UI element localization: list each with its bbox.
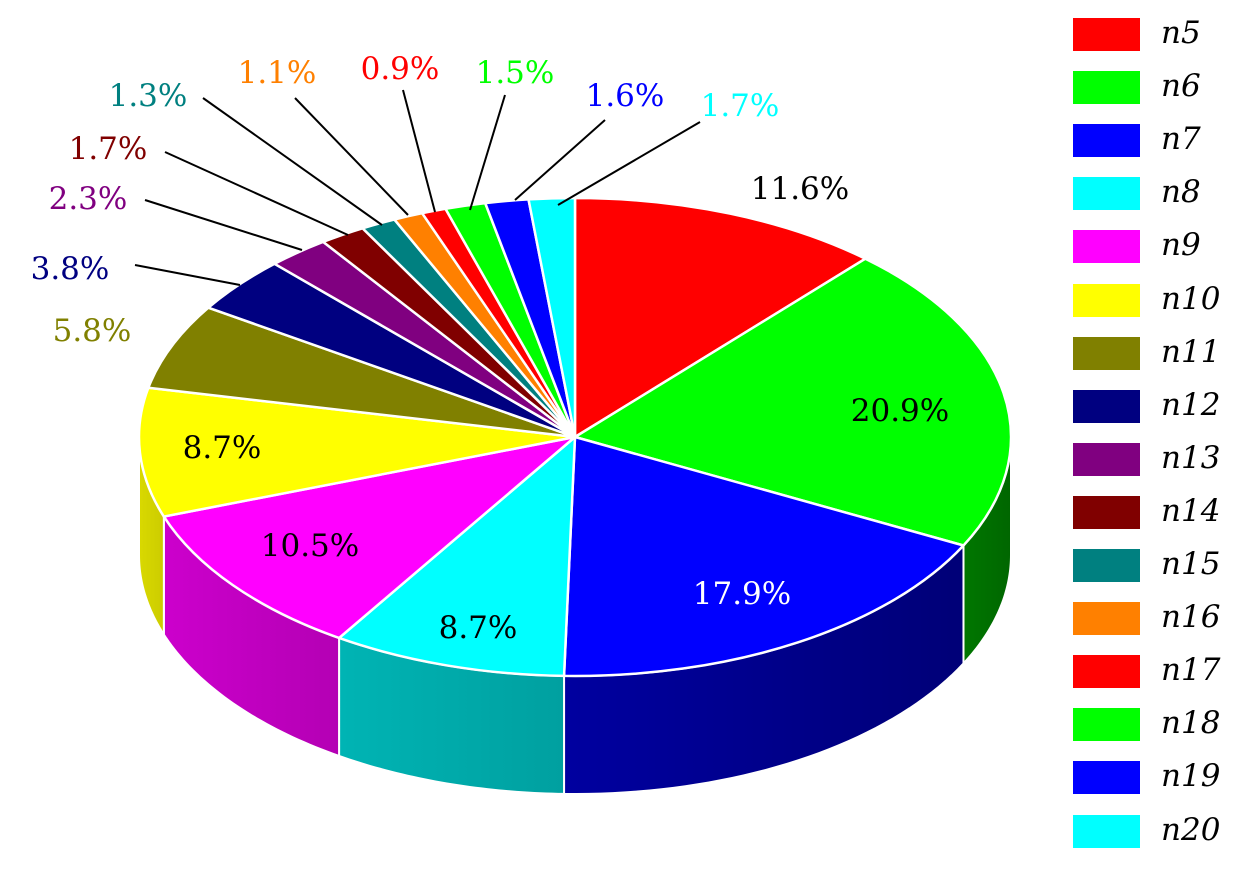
legend-item-n11: n11 (1073, 333, 1253, 370)
legend-item-n14: n14 (1073, 492, 1253, 529)
pie-chart: 11.6% 20.9% 17.9% 8.7% 10.5% 8.7% 5.8% 3.8% 2.3%… (31, 51, 1013, 795)
data-label-n5: 11.6% (751, 171, 849, 207)
legend-swatch (1073, 708, 1140, 742)
data-label-n18: 1.5% (476, 55, 555, 91)
leader-line-n14 (164, 151, 349, 236)
legend-swatch (1073, 283, 1140, 317)
data-label-n12: 3.8% (31, 251, 110, 287)
slice-n10 (137, 386, 577, 518)
data-label-n11: 5.8% (53, 313, 132, 349)
legend-label: n8 (1161, 174, 1201, 211)
legend-item-n9: n9 (1073, 227, 1253, 264)
legend-item-n10: n10 (1073, 280, 1253, 317)
legend-label: n19 (1161, 758, 1221, 795)
legend-item-n5: n5 (1073, 15, 1253, 51)
data-label-n13: 2.3% (49, 181, 128, 217)
slice-n20 (527, 196, 577, 439)
legend-label: n6 (1161, 68, 1201, 105)
legend-swatch (1073, 336, 1140, 370)
legend-swatch (1073, 18, 1140, 51)
legend-item-n6: n6 (1073, 68, 1253, 105)
legend-label: n18 (1161, 705, 1221, 742)
slice-n5 (573, 196, 867, 439)
leader-line-n17 (402, 89, 436, 213)
legend-item-n17: n17 (1073, 652, 1253, 689)
legend-label: n11 (1161, 333, 1221, 370)
leader-line-n19 (514, 119, 606, 201)
legend-item-n13: n13 (1073, 439, 1253, 476)
legend-item-n15: n15 (1073, 546, 1253, 582)
legend-label: n16 (1161, 599, 1221, 636)
legend-label: n15 (1161, 546, 1221, 582)
legend-label: n9 (1161, 227, 1201, 264)
legend-item-n18: n18 (1073, 705, 1253, 742)
data-label-n20: 1.7% (701, 88, 780, 124)
leader-line-n15 (202, 97, 383, 226)
legend-label: n17 (1161, 652, 1221, 689)
data-label-n9: 10.5% (261, 528, 359, 564)
leader-line-n16 (294, 97, 409, 216)
leader-line-n18 (469, 94, 506, 211)
legend-swatch (1073, 602, 1140, 636)
leader-line-n12 (134, 264, 241, 286)
slice-n8 (337, 435, 577, 678)
legend-label: n5 (1161, 15, 1201, 51)
legend-swatch (1073, 124, 1140, 158)
data-label-n8: 8.7% (439, 610, 518, 646)
data-label-n15: 1.3% (109, 78, 188, 114)
legend-label: n7 (1161, 121, 1201, 158)
slice-n9 (162, 435, 577, 640)
legend-item-n20: n20 (1073, 811, 1253, 848)
data-label-n6: 20.9% (851, 393, 949, 429)
legend-label: n13 (1161, 439, 1221, 476)
legend-swatch (1073, 655, 1140, 689)
legend-swatch (1073, 71, 1140, 105)
leader-line-n13 (144, 199, 303, 251)
legend-item-n7: n7 (1073, 121, 1253, 158)
data-label-n19: 1.6% (586, 78, 665, 114)
slice-n6 (573, 257, 1013, 547)
slice-n11 (147, 306, 577, 439)
legend-item-n19: n19 (1073, 758, 1253, 795)
data-label-n7: 17.9% (693, 576, 791, 612)
slice-n7 (562, 435, 965, 678)
legend-swatch (1073, 177, 1140, 211)
legend-item-n16: n16 (1073, 599, 1253, 636)
data-label-n16: 1.1% (238, 55, 317, 91)
legend-item-n8: n8 (1073, 174, 1253, 211)
legend-label: n20 (1161, 811, 1221, 848)
legend-swatch (1073, 230, 1140, 264)
legend-swatch (1073, 549, 1140, 582)
leader-line-n20 (557, 121, 701, 206)
legend-swatch (1073, 495, 1140, 529)
legend-swatch (1073, 761, 1140, 795)
legend-swatch (1073, 814, 1140, 848)
legend-label: n12 (1161, 386, 1221, 423)
legend-label: n10 (1161, 280, 1221, 317)
legend-swatch (1073, 442, 1140, 476)
data-label-n10: 8.7% (183, 430, 262, 466)
data-label-n17: 0.9% (361, 51, 440, 87)
legend-label: n14 (1161, 492, 1221, 529)
legend-item-n12: n12 (1073, 386, 1253, 423)
legend-swatch (1073, 389, 1140, 423)
data-label-n14: 1.7% (69, 131, 148, 167)
